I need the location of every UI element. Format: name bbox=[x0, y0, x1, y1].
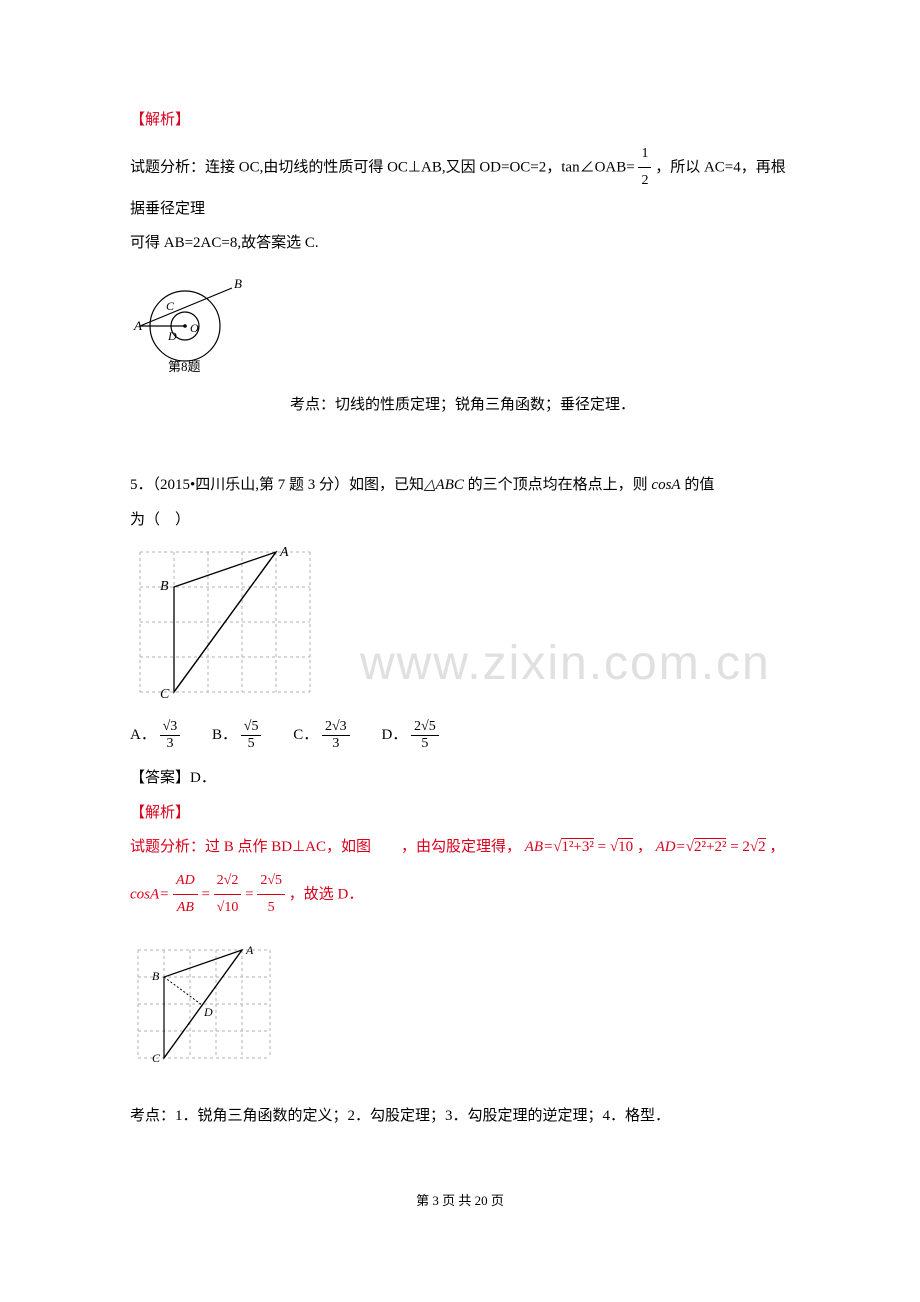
eq1: = bbox=[201, 886, 209, 902]
optD-den: 5 bbox=[411, 736, 439, 752]
eq2: = bbox=[245, 886, 253, 902]
q4-frac-den: 2 bbox=[638, 168, 651, 195]
optB-num: √5 bbox=[241, 719, 262, 736]
svg-text:A: A bbox=[245, 943, 254, 957]
q4-figure: A B C D O 第8题 bbox=[130, 266, 790, 381]
footer-total: 20 bbox=[475, 1193, 488, 1208]
q5-concl: ，故选 D． bbox=[289, 886, 364, 902]
svg-text:C: C bbox=[160, 687, 170, 702]
q5-kaodian: 考点：1．锐角三角函数的定义；2．勾股定理；3．勾股定理的逆定理；4．格型． bbox=[130, 1102, 790, 1131]
q5-jiexi-label: 【解析】 bbox=[130, 805, 190, 821]
q5-opt-c: C． 2√33 bbox=[293, 719, 349, 752]
svg-text:O: O bbox=[190, 321, 199, 335]
q5-figure-2: A B C D bbox=[130, 942, 790, 1072]
q5-cos-f2: 2√2√10 bbox=[214, 868, 242, 922]
q4-a1a: 试题分析：连接 OC,由切线的性质可得 OC⊥AB,又因 OD=OC=2，tan… bbox=[130, 159, 635, 175]
q5-ad-sqrt: √2²+2² bbox=[686, 838, 727, 855]
svg-text:D: D bbox=[167, 329, 177, 343]
q5-stem-a: 5．（2015•四川乐山,第 7 题 3 分）如图，已知 bbox=[130, 477, 424, 493]
f2n: 2√2 bbox=[214, 868, 242, 896]
optC-label: C． bbox=[293, 727, 318, 743]
svg-text:B: B bbox=[234, 276, 242, 291]
svg-text:D: D bbox=[203, 1005, 213, 1019]
q5-opt-a: A． √33 bbox=[130, 719, 180, 752]
q5-opt-d: D． 2√55 bbox=[381, 719, 438, 752]
q5-ad-val: = 2√2 bbox=[726, 838, 765, 855]
q5-stem-tri: △ABC bbox=[424, 477, 464, 493]
optD-label: D． bbox=[381, 727, 407, 743]
q5-ab-val: = √10 bbox=[594, 838, 633, 855]
q4-analysis-line1: 试题分析：连接 OC,由切线的性质可得 OC⊥AB,又因 OD=OC=2，tan… bbox=[130, 141, 790, 224]
q5-cos-lhs: cosA= bbox=[130, 886, 169, 902]
q5-stem-c: 的值 bbox=[681, 477, 715, 493]
q5-ab-sqrt: √1²+3² bbox=[553, 838, 594, 855]
optC-den: 3 bbox=[322, 736, 350, 752]
optB-den: 5 bbox=[241, 736, 262, 752]
q5-opt-b: B． √55 bbox=[212, 719, 261, 752]
q5-c2: ， bbox=[769, 839, 784, 855]
q5-stem-cos: cosA bbox=[651, 477, 680, 493]
q5-ab-eq: AB= bbox=[525, 839, 553, 855]
svg-text:A: A bbox=[279, 545, 289, 560]
q5-c1: ， bbox=[637, 839, 652, 855]
q5-cos-f3: 2√55 bbox=[257, 868, 285, 922]
q4-frac-num: 1 bbox=[638, 141, 651, 169]
svg-text:C: C bbox=[166, 299, 175, 313]
f3d: 5 bbox=[257, 895, 285, 922]
footer-suffix: 页 bbox=[488, 1193, 504, 1208]
q4-kaodian: 考点：切线的性质定理；锐角三角函数；垂径定理． bbox=[290, 391, 790, 420]
f2d: √10 bbox=[214, 895, 242, 922]
svg-text:B: B bbox=[160, 579, 169, 594]
optB-label: B． bbox=[212, 727, 237, 743]
page-footer: 第 3 页 共 20 页 bbox=[130, 1190, 790, 1209]
q5-stem-line2: 为（ ） bbox=[130, 506, 790, 535]
optD-num: 2√5 bbox=[411, 719, 439, 736]
f3n: 2√5 bbox=[257, 868, 285, 896]
optA-num: √3 bbox=[160, 719, 181, 736]
q4-fig-caption: 第8题 bbox=[168, 359, 201, 374]
q5-ana-a: 试题分析：过 B 点作 BD⊥AC，如图 ，由勾股定理得， bbox=[130, 839, 521, 855]
q5-stem-line1: 5．（2015•四川乐山,第 7 题 3 分）如图，已知△ABC 的三个顶点均在… bbox=[130, 471, 790, 500]
q5-options: A． √33 B． √55 C． 2√33 D． 2√55 bbox=[130, 719, 790, 752]
q5-cos-f1: ADAB bbox=[173, 868, 198, 922]
q4-frac: 1 2 bbox=[638, 141, 651, 195]
svg-text:A: A bbox=[133, 318, 142, 333]
svg-text:C: C bbox=[152, 1051, 161, 1065]
q5-analysis-line1: 试题分析：过 B 点作 BD⊥AC，如图 ，由勾股定理得， AB=√1²+3² … bbox=[130, 833, 790, 862]
svg-text:B: B bbox=[152, 969, 160, 983]
q5-answer: 【答案】D． bbox=[130, 764, 790, 793]
q5-ad-eq: AD= bbox=[656, 839, 686, 855]
q5-analysis-line2: cosA= ADAB = 2√2√10 = 2√55 ，故选 D． bbox=[130, 868, 790, 922]
q4-jiexi-label: 【解析】 bbox=[130, 112, 190, 128]
optA-label: A． bbox=[130, 727, 156, 743]
optC-num: 2√3 bbox=[322, 719, 350, 736]
optA-den: 3 bbox=[160, 736, 181, 752]
footer-mid: 页 共 bbox=[439, 1193, 475, 1208]
q4-analysis-line2: 可得 AB=2AC=8,故答案选 C. bbox=[130, 229, 790, 258]
f1d: AB bbox=[173, 895, 198, 922]
footer-prefix: 第 bbox=[416, 1193, 432, 1208]
q5-stem-b: 的三个顶点均在格点上，则 bbox=[464, 477, 652, 493]
q5-figure-1: A B C bbox=[130, 542, 790, 707]
f1n: AD bbox=[173, 868, 198, 896]
